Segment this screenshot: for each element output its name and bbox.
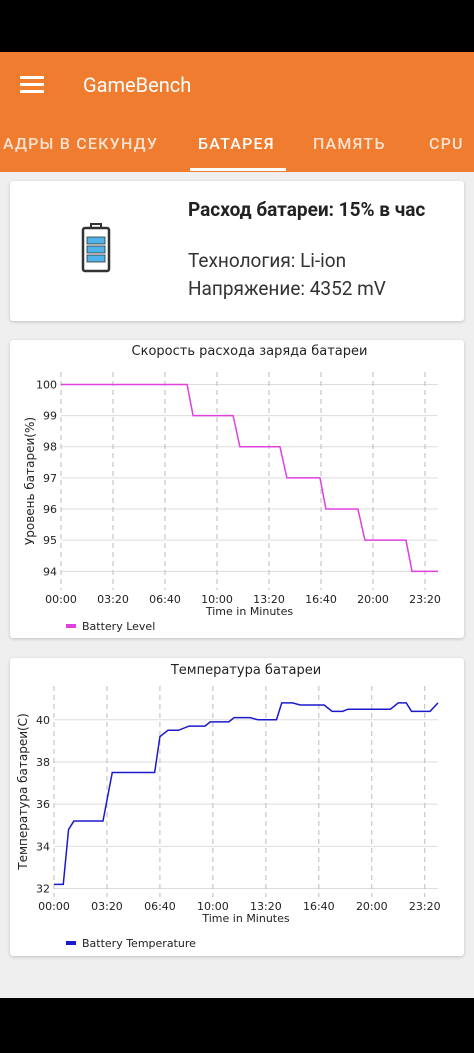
x-tick-label: 20:00 [357, 593, 389, 606]
y-tick-label: 100 [36, 378, 57, 391]
navigation-bar [0, 998, 474, 1053]
line [54, 702, 439, 886]
y-tick-label: 38 [36, 756, 50, 769]
x-tick-label: 06:40 [149, 593, 181, 606]
battery-icon [81, 223, 111, 273]
y-tick-label: 97 [43, 472, 57, 485]
chart-title: Скорость расхода заряда батареи [132, 344, 368, 359]
x-axis-label: Time in Minutes [205, 605, 294, 618]
tab[interactable]: БАТАРЕЯ [198, 134, 275, 153]
x-tick-label: 13:20 [250, 900, 282, 913]
x-tick-label: 20:00 [356, 900, 388, 913]
app-bar: GameBench АДРЫ В СЕКУНДУ БАТАРЕЯ ПАМЯТЬ … [0, 52, 474, 172]
legend-label: Battery Level [82, 620, 155, 633]
y-tick-label: 34 [36, 840, 50, 853]
chart-title: Температура батареи [170, 663, 321, 678]
x-tick-label: 00:00 [45, 593, 77, 606]
x-tick-label: 16:40 [305, 593, 337, 606]
y-tick-label: 94 [43, 565, 57, 578]
x-tick-label: 10:00 [197, 900, 229, 913]
x-tick-label: 06:40 [144, 900, 176, 913]
app-title: GameBench [83, 73, 192, 97]
tab-indicator [190, 168, 286, 171]
summary-card: Расход батареи: 15% в час Технология: Li… [10, 181, 464, 321]
x-axis-label: Time in Minutes [201, 912, 290, 925]
voltage: Напряжение: 4352 mV [188, 277, 386, 300]
status-bar [0, 0, 474, 52]
y-tick-label: 40 [36, 714, 50, 727]
menu-button[interactable] [20, 76, 44, 94]
legend-swatch [66, 624, 76, 628]
y-tick-label: 99 [43, 410, 57, 423]
y-tick-label: 96 [43, 503, 57, 516]
x-tick-label: 13:20 [253, 593, 285, 606]
legend-label: Battery Temperature [82, 937, 196, 950]
y-tick-label: 95 [43, 534, 57, 547]
tab[interactable]: ПАМЯТЬ [313, 134, 386, 153]
discharge-rate: Расход батареи: 15% в час [188, 198, 426, 221]
x-tick-label: 03:20 [91, 900, 123, 913]
tab[interactable]: CPU [429, 134, 464, 153]
y-axis-label: Температура батареи(C) [16, 713, 30, 870]
chart-card: Температура батареи 32 34 36 38 40 00:00 03:20 0… [10, 658, 464, 956]
y-tick-label: 98 [43, 441, 57, 454]
x-tick-label: 00:00 [38, 900, 70, 913]
x-tick-label: 23:20 [409, 593, 441, 606]
technology: Технология: Li-ion [188, 249, 347, 272]
x-tick-label: 23:20 [409, 900, 441, 913]
x-tick-label: 03:20 [97, 593, 129, 606]
y-axis-label: Уровень батареи(%) [23, 417, 37, 545]
x-tick-label: 10:00 [201, 593, 233, 606]
legend-swatch [66, 941, 76, 945]
line [61, 383, 438, 573]
tab[interactable]: АДРЫ В СЕКУНДУ [3, 134, 159, 153]
x-tick-label: 16:40 [303, 900, 335, 913]
chart-card: Скорость расхода заряда батареи 94 95 96 97 9… [10, 340, 464, 638]
y-tick-label: 36 [36, 798, 50, 811]
y-tick-label: 32 [36, 883, 50, 896]
